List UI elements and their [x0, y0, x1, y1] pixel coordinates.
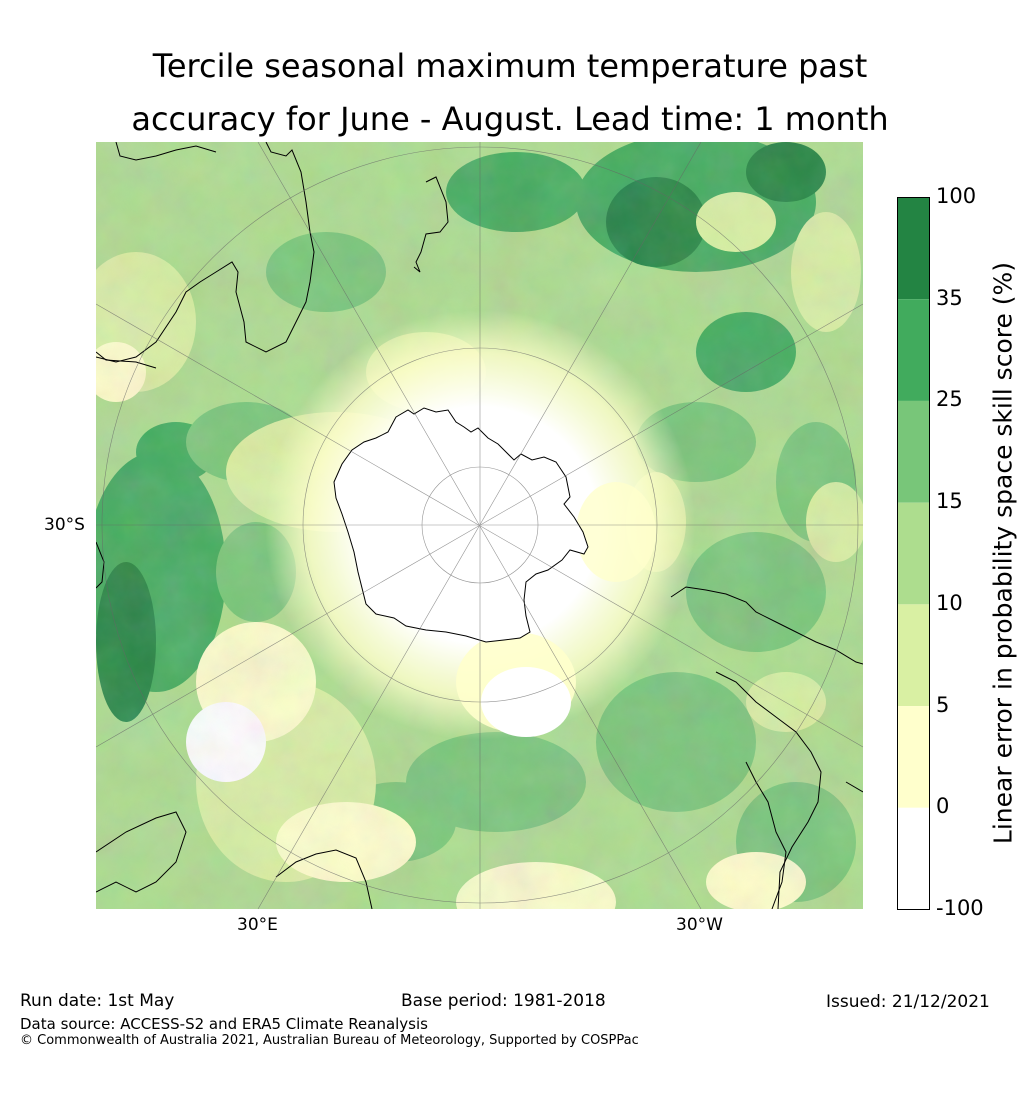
graticule — [96, 142, 863, 909]
copyright: © Commonwealth of Australia 2021, Austra… — [20, 1033, 639, 1048]
colorbar-tick-label: 15 — [936, 489, 963, 514]
data-source: Data source: ACCESS-S2 and ERA5 Climate … — [20, 1015, 428, 1033]
colorbar-bin — [897, 502, 930, 605]
map-title-line-2: accuracy for June - August. Lead time: 1… — [131, 100, 889, 139]
skill-score-map — [96, 142, 863, 909]
colorbar — [897, 197, 930, 910]
colorbar-tick-label: 100 — [936, 184, 977, 208]
colorbar-bin — [897, 400, 930, 503]
colorbar-bin — [897, 807, 930, 910]
lon-label-30w: 30°W — [676, 915, 723, 935]
colorbar-tick-label: 25 — [936, 387, 963, 412]
run-date: Run date: 1st May — [20, 991, 175, 1011]
base-period: Base period: 1981-2018 — [401, 991, 606, 1011]
colorbar-bin — [897, 706, 930, 808]
colorbar-bin — [897, 299, 930, 401]
map-title-line-1: Tercile seasonal maximum temperature pas… — [152, 47, 868, 85]
lat-label-30s: 30°S — [44, 515, 85, 535]
colorbar-tick-label: 0 — [936, 794, 950, 819]
colorbar-tick-label: -100 — [936, 896, 984, 920]
colorbar-tick-label: 10 — [936, 590, 963, 615]
colorbar-title: Linear error in probability space skill … — [988, 261, 1018, 845]
colorbar-bin — [897, 604, 930, 707]
colorbar-tick-label: 35 — [936, 285, 963, 310]
colorbar-tick-label: 5 — [936, 692, 950, 717]
lon-label-30e: 30°E — [237, 915, 278, 935]
map-title: Tercile seasonal maximum temperature pas… — [0, 40, 1020, 146]
land-outlines — [96, 142, 863, 909]
colorbar-bin — [897, 197, 930, 300]
issued-date: Issued: 21/12/2021 — [826, 992, 990, 1012]
